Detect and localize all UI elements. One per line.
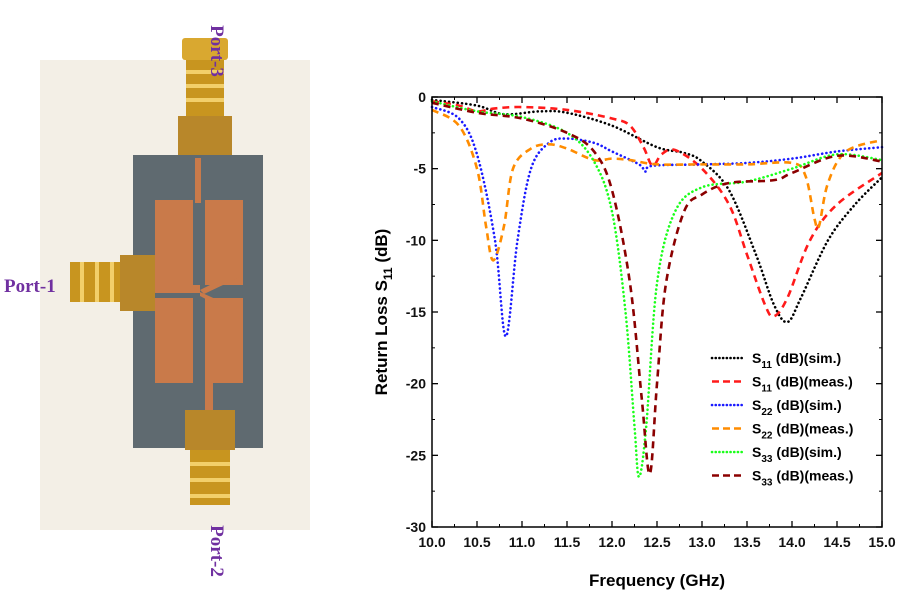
- return-loss-chart: 10.0 10.5 11.0 11.5 12.0 12.5 13.0 13.5 14.0 14.5…: [372, 89, 896, 590]
- x-tick-label: 11.0: [509, 534, 536, 550]
- x-tick-label: 13.5: [733, 534, 760, 550]
- x-tick-label: 12.5: [643, 534, 670, 550]
- series-line-5: [431, 101, 883, 476]
- port2-label: Port-2: [205, 525, 227, 577]
- y-tick-label: 0: [418, 89, 426, 105]
- legend-label-1: S11 (dB)(meas.): [752, 374, 853, 395]
- port1-label: Port-1: [4, 276, 56, 297]
- x-tick-label: 14.5: [823, 534, 850, 550]
- x-tick-label: 12.0: [598, 534, 625, 550]
- port2-connector: [185, 410, 235, 505]
- series-line-3: [431, 108, 883, 262]
- legend: S11 (dB)(sim.) S11 (dB)(meas.)S22 (dB)(si…: [710, 350, 853, 489]
- y-tick-label: -20: [406, 376, 426, 392]
- series-line-0: [430, 98, 884, 324]
- legend-label-2: S22 (dB)(sim.): [752, 397, 842, 418]
- x-tick-label: 15.0: [868, 534, 895, 550]
- port1-connector: [70, 255, 155, 311]
- y-tick-label: -10: [406, 232, 426, 248]
- legend-label-5: S33 (dB)(meas.): [752, 468, 853, 489]
- x-tick-label: 10.5: [463, 534, 490, 550]
- x-tick-label: 14.0: [778, 534, 805, 550]
- legend-label-0: S11 (dB)(sim.): [752, 350, 841, 371]
- series-line-1: [431, 100, 883, 318]
- x-tick-label: 10.0: [418, 534, 445, 550]
- legend-label-4: S33 (dB)(sim.): [752, 444, 842, 465]
- copper-pattern: [140, 158, 243, 440]
- y-tick-label: -15: [406, 304, 426, 320]
- y-tick-label: -5: [414, 161, 427, 177]
- ticks-layer: 10.0 10.5 11.0 11.5 12.0 12.5 13.0 13.5 14.0 14.5…: [406, 89, 896, 550]
- port3-label: Port-3: [205, 25, 227, 77]
- series-line-2: [430, 105, 884, 338]
- x-axis-label: Frequency (GHz): [589, 571, 725, 590]
- y-tick-label: -25: [406, 447, 426, 463]
- port3-connector: [178, 38, 232, 158]
- legend-label-3: S22 (dB)(meas.): [752, 421, 853, 442]
- series-layer: [430, 98, 884, 479]
- y-tick-label: -30: [406, 519, 426, 535]
- x-tick-label: 11.5: [554, 534, 581, 550]
- y-axis-label: Return Loss S11 (dB): [372, 229, 395, 396]
- x-tick-label: 13.0: [688, 534, 715, 550]
- device-photo: [40, 38, 310, 530]
